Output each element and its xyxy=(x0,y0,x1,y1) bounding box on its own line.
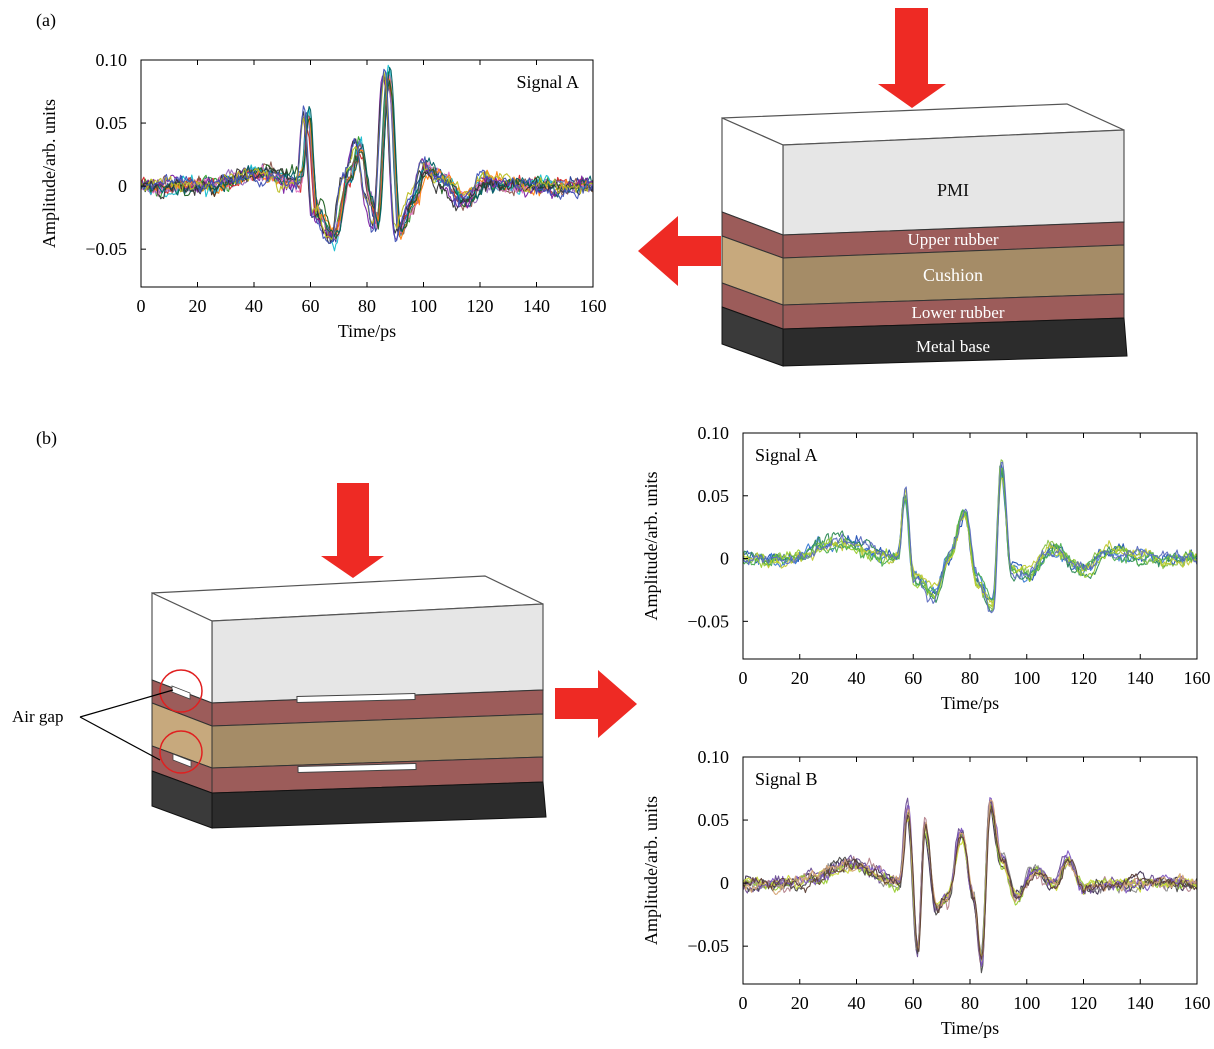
x-tick-label: 140 xyxy=(1127,668,1154,688)
layer-label-lower-rubber: Lower rubber xyxy=(912,303,1005,322)
y-tick-label: 0.05 xyxy=(698,810,730,830)
layer-stack-b: Air gap xyxy=(12,575,547,829)
panel-label-b: (b) xyxy=(36,428,57,449)
x-tick-label: 60 xyxy=(302,296,320,316)
signal-series-10 xyxy=(141,66,593,242)
y-tick-label: 0 xyxy=(118,176,127,196)
layer-stack-a: PMI Upper rubber Cushion Lower rubber Me… xyxy=(721,103,1128,367)
air-gap-side-lower xyxy=(172,753,192,768)
metal-base-side xyxy=(721,306,784,367)
x-tick-label: 120 xyxy=(467,296,494,316)
plot-frame xyxy=(742,756,1198,985)
y-tick-label: −0.05 xyxy=(687,611,729,631)
layer-label-upper-rubber: Upper rubber xyxy=(907,230,998,249)
signal-series-6 xyxy=(743,477,1197,608)
chart-signal-a-panel-a: 0 20 40 60 80 100 120 140 160 0.10 0.05 0 −0.05 Time/… xyxy=(39,50,607,341)
y-axis-label: Amplitude/arb. units xyxy=(641,796,661,945)
y-tick-label: 0 xyxy=(720,549,729,569)
x-tick-label: 20 xyxy=(791,993,809,1013)
signal-series-1 xyxy=(141,71,593,243)
series-group xyxy=(743,797,1197,974)
x-tick-label: 100 xyxy=(1013,993,1040,1013)
signal-series-12 xyxy=(141,74,593,245)
signal-series-8 xyxy=(743,797,1197,967)
x-tick-label: 80 xyxy=(961,668,979,688)
x-tick-label: 160 xyxy=(580,296,607,316)
air-gap-slot-lower xyxy=(297,762,417,774)
x-axis-label: Time/ps xyxy=(941,693,999,713)
panel-label-a: (a) xyxy=(36,10,56,31)
y-tick-label: −0.05 xyxy=(85,239,127,259)
y-tick-label: 0.10 xyxy=(698,423,730,443)
series-annotation: Signal A xyxy=(516,72,579,92)
y-axis-label: Amplitude/arb. units xyxy=(641,472,661,621)
series-group xyxy=(141,64,593,252)
y-tick-label: 0 xyxy=(720,873,729,893)
down-arrow-b xyxy=(321,483,384,578)
chart-signal-b-panel-b: 0 20 40 60 80 100 120 140 160 0.10 0.05 0 −0.05 Time/… xyxy=(641,747,1211,1038)
x-tick-label: 140 xyxy=(523,296,550,316)
y-tick-label: 0.10 xyxy=(96,50,128,70)
air-gap-leader-upper xyxy=(79,689,174,718)
x-tick-label: 60 xyxy=(904,668,922,688)
y-tick-label: 0.05 xyxy=(96,113,128,133)
metal-base-side-b xyxy=(151,770,213,829)
signal-series-8 xyxy=(743,461,1197,614)
down-arrow-a xyxy=(878,8,946,108)
y-axis-label: Amplitude/arb. units xyxy=(39,99,59,248)
x-tick-label: 100 xyxy=(1013,668,1040,688)
layer-label-pmi: PMI xyxy=(937,180,969,200)
x-tick-label: 0 xyxy=(739,668,748,688)
y-tick-label: 0.05 xyxy=(698,486,730,506)
air-gap-highlight-lower xyxy=(159,730,203,774)
air-gap-slot-upper xyxy=(296,692,416,704)
x-tick-label: 40 xyxy=(848,668,866,688)
air-gap-label: Air gap xyxy=(12,707,63,726)
signal-series-11 xyxy=(141,75,593,241)
x-tick-label: 40 xyxy=(245,296,263,316)
x-tick-label: 120 xyxy=(1070,993,1097,1013)
layer-label-cushion: Cushion xyxy=(923,265,983,285)
pmi-front-face-b xyxy=(211,603,544,704)
x-tick-label: 160 xyxy=(1184,993,1211,1013)
x-tick-label: 20 xyxy=(189,296,207,316)
signal-series-10 xyxy=(743,805,1197,960)
x-tick-label: 120 xyxy=(1070,668,1097,688)
left-arrow-a xyxy=(638,216,721,286)
right-arrow-b xyxy=(555,670,637,738)
x-tick-label: 80 xyxy=(358,296,376,316)
air-gap-highlight-upper xyxy=(159,669,203,713)
y-tick-label: −0.05 xyxy=(687,936,729,956)
series-group xyxy=(743,459,1197,614)
signal-series-5 xyxy=(141,64,593,252)
chart-signal-a-panel-b: 0 20 40 60 80 100 120 140 160 0.10 0.05 0 −0.05 Time/… xyxy=(641,423,1211,713)
x-tick-label: 140 xyxy=(1127,993,1154,1013)
x-tick-label: 100 xyxy=(410,296,437,316)
x-tick-label: 60 xyxy=(904,993,922,1013)
x-tick-label: 0 xyxy=(137,296,146,316)
x-tick-label: 160 xyxy=(1184,668,1211,688)
y-tick-label: 0.10 xyxy=(698,747,730,767)
x-tick-label: 0 xyxy=(739,993,748,1013)
x-tick-label: 20 xyxy=(791,668,809,688)
signal-series-14 xyxy=(141,68,593,244)
x-axis-label: Time/ps xyxy=(941,1018,999,1038)
x-tick-label: 40 xyxy=(848,993,866,1013)
x-tick-label: 80 xyxy=(961,993,979,1013)
signal-series-7 xyxy=(743,467,1197,601)
series-annotation: Signal A xyxy=(755,445,818,465)
series-annotation: Signal B xyxy=(755,769,818,789)
air-gap-leader-lower xyxy=(79,716,161,761)
layer-label-metal-base: Metal base xyxy=(916,337,990,356)
x-axis-label: Time/ps xyxy=(338,321,396,341)
signal-series-9 xyxy=(743,799,1197,959)
